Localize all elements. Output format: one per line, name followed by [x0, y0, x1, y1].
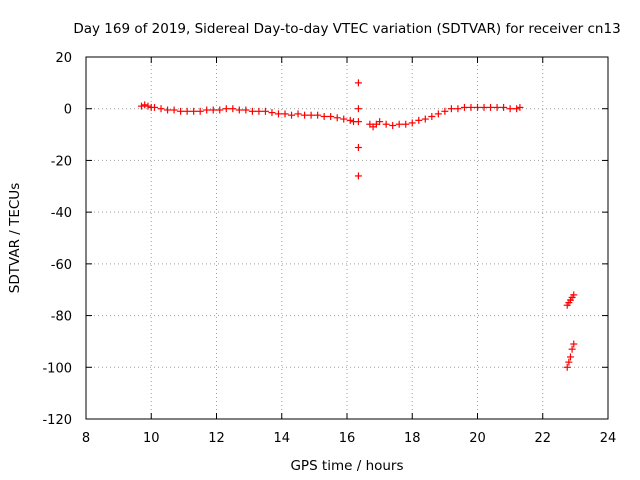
data-point: [408, 119, 416, 127]
data-point: [493, 103, 501, 111]
data-point: [137, 102, 145, 110]
data-point: [395, 120, 403, 128]
data-point: [516, 103, 524, 111]
data-point: [500, 103, 508, 111]
data-point: [255, 107, 263, 115]
x-tick-label: 18: [404, 431, 421, 446]
data-point: [474, 103, 481, 111]
data-point: [235, 106, 243, 114]
x-tick-label: 14: [273, 431, 290, 446]
data-point: [141, 101, 149, 109]
data-point: [222, 105, 230, 113]
data-point: [157, 105, 165, 113]
data-point: [460, 103, 468, 111]
data-point: [209, 106, 217, 114]
chart-title: Day 169 of 2019, Sidereal Day-to-day VTE…: [73, 21, 620, 37]
data-point: [196, 107, 204, 115]
y-tick-label: -120: [42, 413, 72, 428]
y-tick-label: 20: [55, 51, 72, 66]
data-point: [294, 110, 302, 118]
data-point: [281, 110, 289, 118]
ticks: 8 10 12 14 16 18 20 22 24 20 0 -20 -40 -60 -80 -100 -120: [42, 51, 616, 446]
data-point: [346, 116, 354, 124]
data-point: [183, 107, 191, 115]
data-point: [314, 111, 322, 119]
data-point: [177, 107, 185, 115]
y-tick-label: 0: [64, 103, 72, 118]
x-tick-label: 12: [208, 431, 225, 446]
x-tick-label: 24: [600, 431, 617, 446]
data-point: [566, 353, 574, 361]
data-point: [402, 120, 410, 128]
data-point: [570, 291, 578, 299]
data-point: [421, 115, 429, 123]
x-tick-label: 20: [469, 431, 486, 446]
data-point: [565, 358, 573, 366]
data-point: [441, 107, 449, 115]
data-point: [248, 107, 256, 115]
data-point: [340, 115, 348, 123]
data-point: [354, 118, 362, 126]
data-point: [327, 112, 335, 120]
x-axis-label: GPS time / hours: [290, 458, 403, 474]
x-tick-label: 22: [534, 431, 551, 446]
data-point: [354, 144, 362, 151]
y-axis-label: SDTVAR / TECUs: [7, 183, 23, 293]
y-tick-label: -60: [51, 258, 72, 273]
data-point: [487, 103, 495, 111]
data-point: [506, 105, 514, 113]
data-point: [190, 107, 198, 115]
data-point: [454, 105, 462, 113]
data-point: [428, 112, 436, 120]
y-tick-label: -20: [51, 154, 72, 169]
data-point: [170, 106, 178, 114]
data-point: [354, 79, 362, 87]
data-point: [242, 106, 250, 114]
data-point: [261, 107, 269, 115]
x-tick-label: 16: [339, 431, 356, 446]
data-point: [480, 103, 488, 111]
data-point: [563, 363, 571, 371]
data-point: [382, 120, 390, 128]
x-tick-label: 10: [143, 431, 160, 446]
data-point: [354, 105, 362, 113]
data-point: [434, 110, 442, 118]
data-point: [354, 172, 362, 180]
data-point: [216, 106, 224, 114]
data-point: [389, 122, 397, 130]
y-tick-label: -80: [51, 310, 72, 325]
data-point: [274, 110, 282, 118]
data-point: [415, 116, 423, 124]
data-point: [268, 109, 276, 117]
data-point: [288, 111, 296, 119]
y-tick-label: -100: [42, 361, 72, 376]
data-point: [568, 345, 576, 353]
data-point: [151, 103, 159, 111]
data-point: [447, 105, 455, 113]
data-point: [570, 340, 578, 348]
data-point: [333, 114, 341, 122]
data-point: [307, 111, 315, 119]
data-point: [164, 106, 172, 114]
data-point: [320, 112, 328, 120]
y-tick-label: -40: [51, 206, 72, 221]
grid: [86, 57, 608, 419]
data-point: [301, 111, 309, 119]
data-point: [144, 102, 152, 110]
data-points: [137, 79, 578, 371]
x-tick-label: 8: [82, 431, 90, 446]
data-point: [376, 118, 384, 126]
data-point: [203, 106, 211, 114]
data-point: [229, 105, 237, 113]
data-point: [467, 103, 475, 111]
data-point: [513, 105, 521, 113]
